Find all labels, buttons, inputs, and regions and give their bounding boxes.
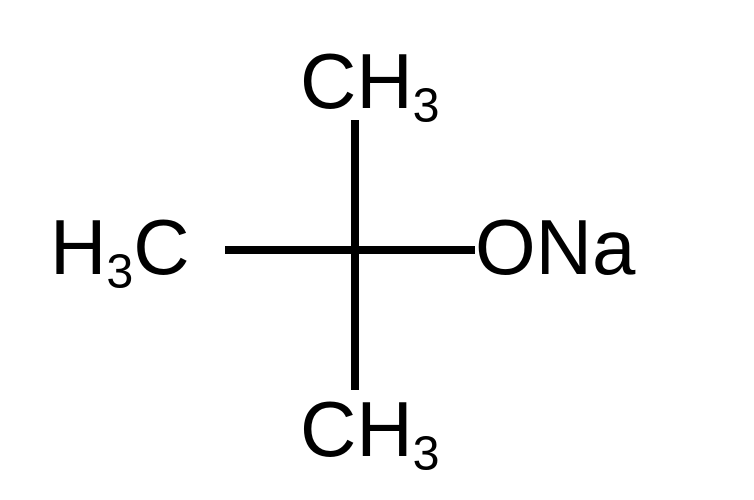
molecule-diagram: CH3 CH3 H3C ONa bbox=[0, 0, 754, 500]
atom-label-top: CH3 bbox=[300, 42, 440, 120]
atom-label-bottom: CH3 bbox=[300, 390, 440, 468]
atom-label-right: ONa bbox=[475, 208, 635, 286]
atom-label-left: H3C bbox=[50, 208, 190, 286]
